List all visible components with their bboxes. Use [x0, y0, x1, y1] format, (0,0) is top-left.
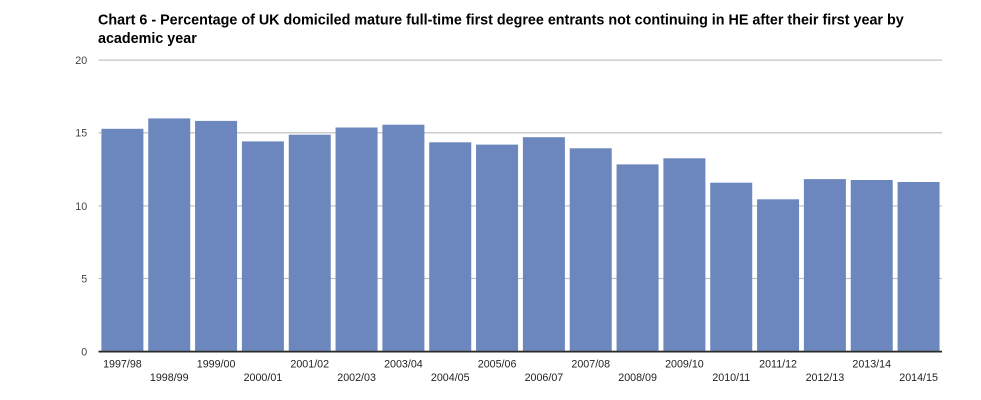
svg-text:2007/08: 2007/08 — [571, 358, 610, 370]
svg-text:2009/10: 2009/10 — [665, 358, 704, 370]
svg-text:1999/00: 1999/00 — [197, 358, 236, 370]
svg-text:20: 20 — [75, 55, 87, 67]
svg-text:10: 10 — [75, 201, 87, 213]
svg-text:5: 5 — [81, 273, 87, 285]
svg-text:2000/01: 2000/01 — [244, 372, 283, 384]
svg-text:2001/02: 2001/02 — [290, 358, 329, 370]
svg-text:2010/11: 2010/11 — [712, 372, 750, 384]
svg-text:2006/07: 2006/07 — [525, 372, 564, 384]
svg-text:2012/13: 2012/13 — [806, 372, 845, 384]
svg-text:2004/05: 2004/05 — [431, 372, 470, 384]
svg-text:2003/04: 2003/04 — [384, 358, 423, 370]
svg-text:15: 15 — [75, 128, 87, 140]
svg-text:2013/14: 2013/14 — [852, 358, 891, 370]
svg-text:2002/03: 2002/03 — [337, 372, 376, 384]
svg-text:1998/99: 1998/99 — [150, 372, 189, 384]
svg-text:academic year: academic year — [98, 31, 197, 47]
svg-text:2011/12: 2011/12 — [759, 358, 797, 370]
svg-text:2008/09: 2008/09 — [618, 372, 657, 384]
svg-text:1997/98: 1997/98 — [103, 358, 142, 370]
svg-text:2005/06: 2005/06 — [478, 358, 517, 370]
svg-text:2014/15: 2014/15 — [899, 372, 938, 384]
svg-text:0: 0 — [81, 346, 87, 358]
svg-text:Chart 6 - Percentage of UK dom: Chart 6 - Percentage of UK domiciled mat… — [98, 13, 904, 29]
